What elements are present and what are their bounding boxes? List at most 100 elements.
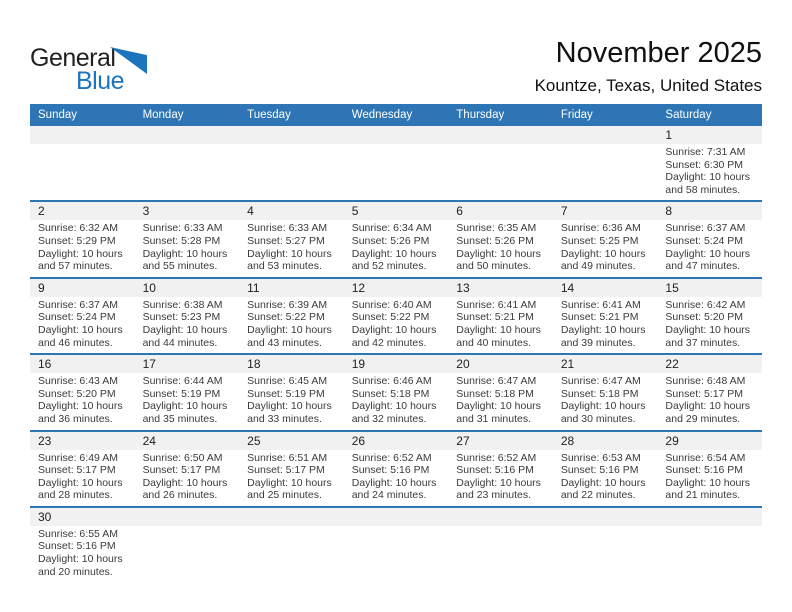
daylight-text: Daylight: 10 hours and 46 minutes. <box>38 323 123 349</box>
sunrise-text: Sunrise: 6:47 AM <box>560 375 641 388</box>
empty-day-number <box>448 126 553 144</box>
daylight-text: Daylight: 10 hours and 24 minutes. <box>351 476 437 502</box>
day-detail-band: Sunrise: 6:37 AM Sunset: 5:24 PM Daylight:… <box>30 296 762 354</box>
week-row: 16 17 18 19 20 21 22 Sunrise: 6:43 AM Sunset: 5:… <box>30 355 762 432</box>
day-number: 9 <box>38 280 45 295</box>
day-cell-details: Sunrise: 6:37 AM Sunset: 5:24 PM Daylight:… <box>657 220 762 276</box>
sunset-text: Sunset: 5:28 PM <box>142 234 221 247</box>
day-of-week-header: Sunday <box>38 109 78 121</box>
day-cell-details: Sunrise: 6:43 AM Sunset: 5:20 PM Daylight:… <box>30 373 135 429</box>
empty-day-number <box>344 126 449 144</box>
sunrise-text: Sunrise: 6:41 AM <box>560 298 641 311</box>
day-number: 22 <box>665 357 679 372</box>
day-number-band: 16 17 18 19 20 21 22 <box>30 355 762 374</box>
daylight-text: Daylight: 10 hours and 37 minutes. <box>665 323 751 349</box>
daylight-text: Daylight: 10 hours and 50 minutes. <box>456 247 541 273</box>
day-detail-band: Sunrise: 7:31 AM Sunset: 6:30 PM Daylight:… <box>30 144 762 201</box>
sunset-text: Sunset: 5:19 PM <box>247 387 325 400</box>
empty-day-cell <box>135 526 240 582</box>
day-number: 14 <box>560 280 575 295</box>
daylight-text: Daylight: 10 hours and 53 minutes. <box>247 247 332 273</box>
day-number: 26 <box>351 433 366 448</box>
day-number: 21 <box>560 357 575 372</box>
day-number: 1 <box>665 128 673 142</box>
day-cell-details: Sunrise: 6:36 AM Sunset: 5:25 PM Daylight:… <box>553 220 658 276</box>
empty-day-number <box>448 508 553 526</box>
day-cell-details: Sunrise: 6:47 AM Sunset: 5:18 PM Daylight:… <box>448 373 553 429</box>
day-cell-details: Sunrise: 6:33 AM Sunset: 5:28 PM Daylight:… <box>135 220 240 276</box>
week-row: 30 Sunrise: 6:55 AM Sunset: 5:16 PM Dayligh… <box>30 507 762 583</box>
sunset-text: Sunset: 5:17 PM <box>665 387 744 400</box>
day-cell-details: Sunrise: 6:39 AM Sunset: 5:22 PM Daylight:… <box>239 297 344 353</box>
day-number: 18 <box>247 357 261 372</box>
day-number: 27 <box>456 433 470 448</box>
daylight-text: Daylight: 10 hours and 29 minutes. <box>665 400 751 425</box>
day-cell-details: Sunrise: 6:32 AM Sunset: 5:29 PM Daylight:… <box>30 220 135 276</box>
sunrise-text: Sunrise: 6:35 AM <box>456 222 537 235</box>
day-cell-details: Sunrise: 6:55 AM Sunset: 5:16 PM Daylight:… <box>30 526 135 582</box>
day-cell-details: Sunrise: 6:47 AM Sunset: 5:18 PM Daylight:… <box>553 373 658 429</box>
daylight-text: Daylight: 10 hours and 20 minutes. <box>38 553 123 578</box>
daylight-text: Daylight: 10 hours and 43 minutes. <box>247 323 332 349</box>
sunrise-text: Sunrise: 6:52 AM <box>351 451 432 464</box>
sunset-text: Sunset: 5:20 PM <box>38 387 116 400</box>
empty-day-cell <box>448 526 553 582</box>
daylight-text: Daylight: 10 hours and 52 minutes. <box>351 247 437 273</box>
logo-word-blue: Blue <box>76 67 125 95</box>
empty-day-cell <box>657 526 762 582</box>
daylight-text: Daylight: 10 hours and 30 minutes. <box>560 400 646 425</box>
sunrise-text: Sunrise: 6:45 AM <box>247 375 328 388</box>
sunset-text: Sunset: 5:24 PM <box>38 311 116 324</box>
empty-day-cell <box>135 144 240 200</box>
page-subtitle: Kountze, Texas, United States <box>534 75 762 95</box>
empty-day-cell <box>30 144 135 200</box>
sunset-text: Sunset: 5:16 PM <box>665 464 744 477</box>
logo-word-general: General <box>30 44 116 72</box>
header-titles: November 2025 Kountze, Texas, United Sta… <box>534 37 762 96</box>
day-number: 3 <box>142 204 150 219</box>
day-number: 25 <box>247 433 261 448</box>
day-cell-details: Sunrise: 6:48 AM Sunset: 5:17 PM Daylight:… <box>657 373 762 429</box>
sunset-text: Sunset: 5:16 PM <box>351 464 430 477</box>
daylight-text: Daylight: 10 hours and 39 minutes. <box>560 323 646 349</box>
sunrise-text: Sunrise: 6:32 AM <box>38 222 118 235</box>
sunrise-text: Sunrise: 6:37 AM <box>38 298 118 311</box>
empty-day-number <box>657 508 762 526</box>
day-cell-details: Sunrise: 6:38 AM Sunset: 5:23 PM Daylight:… <box>135 297 240 353</box>
empty-day-cell <box>344 144 449 200</box>
sunset-text: Sunset: 5:27 PM <box>247 234 325 247</box>
sunrise-text: Sunrise: 6:47 AM <box>456 375 537 388</box>
daylight-text: Daylight: 10 hours and 47 minutes. <box>665 247 751 273</box>
calendar-weeks: 1 Sunrise: 7:31 AM Sunset: 6:30 PM Daylight… <box>30 126 762 583</box>
day-of-week-header: Thursday <box>456 109 505 121</box>
sunrise-text: Sunrise: 6:49 AM <box>38 451 118 464</box>
sunrise-text: Sunrise: 6:40 AM <box>351 298 432 311</box>
calendar-table: Sunday Monday Tuesday Wednesday Thursday Frid… <box>30 104 762 583</box>
day-number: 10 <box>142 280 156 295</box>
daylight-text: Daylight: 10 hours and 42 minutes. <box>351 323 437 349</box>
daylight-text: Daylight: 10 hours and 58 minutes. <box>665 171 751 196</box>
empty-day-number <box>239 126 344 144</box>
sunset-text: Sunset: 5:26 PM <box>456 234 534 247</box>
daylight-text: Daylight: 10 hours and 40 minutes. <box>456 323 541 349</box>
sunset-text: Sunset: 5:21 PM <box>560 311 639 324</box>
day-number-band: 30 <box>30 507 762 526</box>
day-number: 29 <box>665 433 679 448</box>
day-cell-details: Sunrise: 6:42 AM Sunset: 5:20 PM Daylight:… <box>657 297 762 353</box>
day-number-band: 2 3 4 5 6 7 8 <box>30 202 762 221</box>
general-blue-logo: General Blue <box>30 46 160 96</box>
day-number: 11 <box>247 280 260 295</box>
sunrise-text: Sunrise: 6:39 AM <box>247 298 328 311</box>
day-cell-details: Sunrise: 6:37 AM Sunset: 5:24 PM Daylight:… <box>30 297 135 353</box>
day-cell-details: Sunrise: 6:35 AM Sunset: 5:26 PM Daylight:… <box>448 220 553 276</box>
empty-day-number <box>135 126 240 144</box>
day-number: 19 <box>351 357 366 372</box>
day-detail-band: Sunrise: 6:43 AM Sunset: 5:20 PM Daylight:… <box>30 373 762 430</box>
sunrise-text: Sunrise: 6:43 AM <box>38 375 118 388</box>
daylight-text: Daylight: 10 hours and 55 minutes. <box>142 247 228 273</box>
day-detail-band: Sunrise: 6:32 AM Sunset: 5:29 PM Daylight:… <box>30 220 762 277</box>
day-cell-details: Sunrise: 6:51 AM Sunset: 5:17 PM Daylight:… <box>239 450 344 506</box>
week-row: 1 Sunrise: 7:31 AM Sunset: 6:30 PM Daylight… <box>30 126 762 203</box>
day-cell-details: Sunrise: 6:46 AM Sunset: 5:18 PM Daylight:… <box>344 373 449 429</box>
